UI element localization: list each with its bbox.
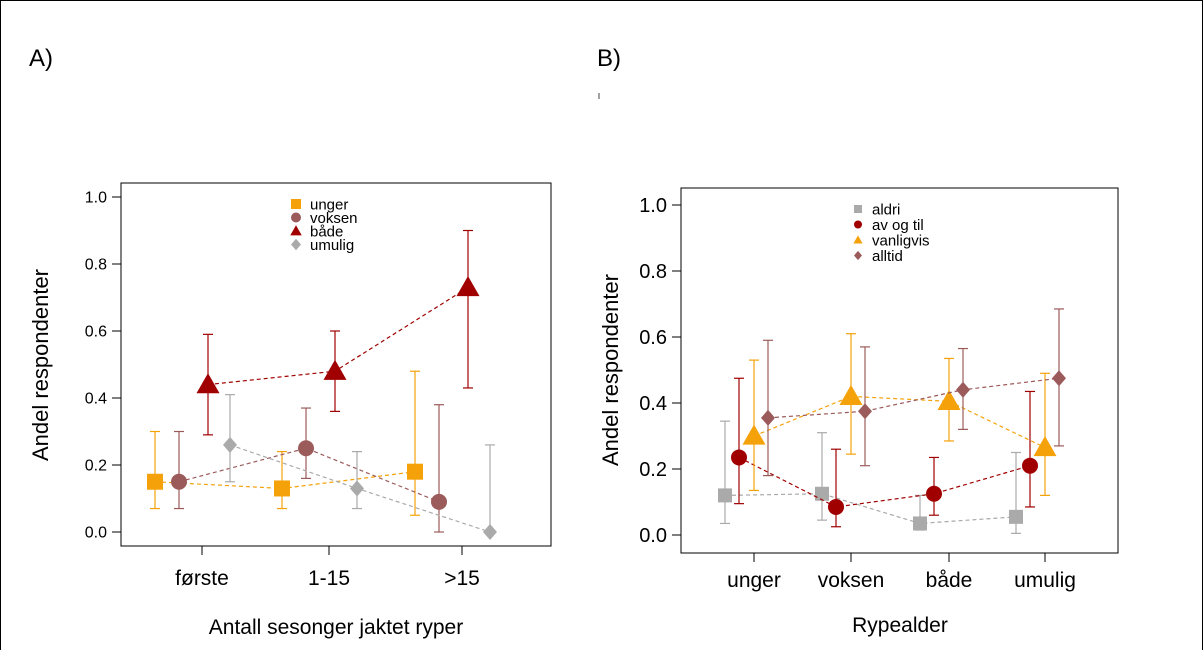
data-point — [828, 498, 844, 515]
legend-label: umulig — [310, 237, 354, 254]
data-point — [350, 480, 364, 497]
series-group-b — [718, 308, 1066, 534]
data-point — [937, 389, 961, 410]
series-vanligvis — [742, 333, 1057, 496]
data-point — [858, 403, 872, 420]
series-av-og-til — [731, 377, 1038, 528]
x-tick-label: >15 — [444, 567, 480, 590]
series-umulig — [223, 394, 497, 541]
data-point — [483, 523, 497, 541]
y-tick-label: 0.2 — [639, 459, 667, 481]
x-tick-label: første — [175, 567, 229, 590]
y-tick-label: 0.0 — [85, 525, 107, 542]
data-point — [913, 516, 927, 531]
x-tick-label: voksen — [818, 569, 885, 592]
y-tick-label: 0.8 — [639, 261, 667, 283]
chart-panel-b: 0.0 0.2 0.4 0.6 0.8 1.0 unger voksen både umulig… — [598, 187, 1119, 637]
data-point — [731, 449, 747, 466]
y-tick-label: 0.4 — [85, 391, 107, 408]
series-både — [196, 229, 480, 436]
series-alltid — [761, 308, 1066, 477]
legend-label: aldri — [872, 201, 900, 218]
y-axis-label-a: Andel respondenter — [28, 269, 53, 461]
x-axis-a: første 1-15 >15 — [175, 546, 480, 590]
plot-area-b — [680, 187, 1119, 554]
legend-label: vanligvis — [872, 232, 930, 249]
data-point — [196, 373, 220, 394]
legend-label: unger — [310, 196, 348, 213]
data-point — [815, 486, 829, 501]
x-tick-label: umulig — [1014, 569, 1076, 592]
y-axis-label-b: Andel respondenter — [598, 274, 623, 466]
y-tick-label: 0.2 — [85, 458, 107, 475]
data-point — [223, 436, 237, 453]
x-axis-label-a: Antall sesonger jaktet ryper — [209, 616, 463, 639]
series-line — [753, 395, 1046, 449]
data-point — [274, 480, 290, 497]
series-group-a — [147, 229, 497, 541]
y-axis-a: 0.0 0.2 0.4 0.6 0.8 1.0 — [85, 190, 121, 542]
y-tick-label: 0.6 — [85, 324, 107, 341]
data-point — [1022, 457, 1038, 474]
panel-b-label: B) — [597, 45, 621, 72]
x-tick-label: unger — [727, 569, 781, 592]
series-line — [724, 493, 1017, 525]
legend-marker — [291, 199, 301, 209]
x-tick-label: 1-15 — [308, 567, 350, 590]
data-point — [323, 359, 347, 380]
legend-marker — [290, 225, 302, 236]
x-axis-label-b: Rypealder — [852, 614, 948, 637]
data-point — [761, 409, 775, 426]
legend-marker — [853, 235, 863, 244]
data-point — [956, 381, 970, 398]
panel-a-label: A) — [29, 45, 53, 72]
legend-marker — [291, 238, 301, 251]
x-axis-b: unger voksen både umulig — [727, 553, 1076, 592]
data-point — [718, 488, 732, 503]
y-axis-b: 0.0 0.2 0.4 0.6 0.8 1.0 — [639, 195, 681, 547]
data-point — [1052, 370, 1066, 387]
series-voksen — [171, 404, 447, 533]
series-line — [738, 456, 1031, 508]
series-aldri — [718, 420, 1023, 534]
legend-marker — [854, 220, 862, 229]
y-tick-label: 0.0 — [639, 525, 667, 547]
x-tick-label: både — [926, 569, 973, 592]
data-point — [1033, 436, 1057, 457]
chart-panel-a: 0.0 0.2 0.4 0.6 0.8 1.0 første 1-15 >15 Antall … — [28, 182, 552, 639]
y-tick-label: 0.8 — [85, 257, 107, 274]
data-point — [298, 440, 314, 457]
data-point — [431, 493, 447, 510]
series-unger — [147, 370, 423, 516]
legend-label: av og til — [872, 217, 924, 234]
data-point — [839, 384, 863, 406]
data-point — [171, 473, 187, 490]
y-tick-label: 1.0 — [639, 195, 667, 217]
plot-area-a — [120, 182, 552, 547]
series-line — [178, 447, 440, 503]
series-line — [767, 377, 1060, 419]
data-point — [926, 485, 942, 502]
legend-label: alltid — [872, 248, 903, 265]
data-point — [456, 275, 480, 297]
legend-label: voksen — [310, 210, 358, 227]
y-tick-label: 0.6 — [639, 327, 667, 349]
data-point — [147, 473, 163, 490]
data-point — [407, 463, 423, 480]
legend-marker — [854, 205, 862, 213]
legend-marker — [291, 212, 301, 223]
y-tick-label: 1.0 — [85, 190, 107, 207]
legend-marker — [854, 250, 862, 261]
legend-label: både — [310, 223, 343, 240]
data-point — [742, 424, 766, 445]
y-tick-label: 0.4 — [639, 393, 667, 415]
data-point — [1009, 509, 1023, 524]
